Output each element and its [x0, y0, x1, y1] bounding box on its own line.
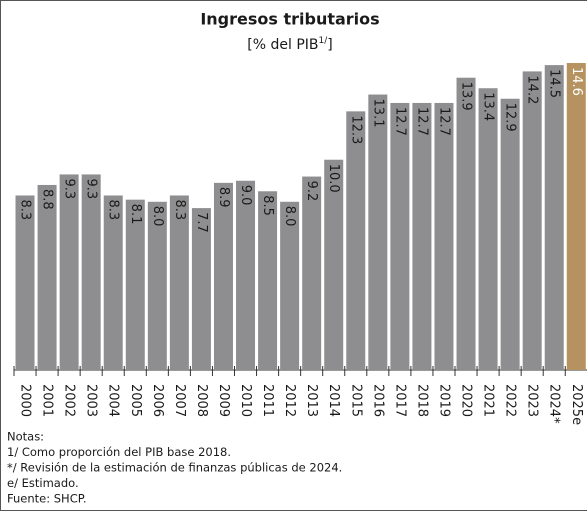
note: e/ Estimado.: [7, 476, 79, 490]
value-label: 14.2: [525, 75, 540, 104]
bar: [302, 176, 322, 370]
bar: [81, 174, 101, 370]
note: Notas:: [7, 430, 44, 444]
x-tick-label: 2015: [348, 384, 363, 417]
bar: [500, 98, 520, 370]
note: 1/ Como proporción del PIB base 2018.: [7, 445, 231, 459]
x-tick-label: 2004: [106, 384, 121, 417]
bar: [478, 88, 498, 370]
value-label: 14.6: [569, 67, 584, 96]
x-tick-label: 2008: [194, 384, 209, 417]
x-tick-label: 2001: [40, 384, 55, 417]
value-label: 8.3: [172, 199, 187, 220]
value-label: 9.0: [238, 185, 253, 206]
value-label: 8.3: [18, 199, 33, 220]
x-tick-label: 2024*: [547, 384, 562, 424]
value-label: 8.8: [40, 189, 55, 210]
bar: [434, 102, 454, 370]
value-label: 14.5: [547, 69, 562, 98]
bar: [37, 184, 57, 370]
value-label: 12.7: [392, 107, 407, 136]
x-tick-label: 2002: [62, 384, 77, 417]
bar: [147, 201, 167, 370]
value-label: 8.0: [282, 206, 297, 227]
x-tick-label: 2012: [282, 384, 297, 417]
value-label: 8.0: [150, 206, 165, 227]
value-label: 8.1: [128, 204, 143, 225]
x-tick-label: 2000: [18, 384, 33, 417]
x-tick-label: 2023: [525, 384, 540, 417]
x-tick-label: 2014: [326, 384, 341, 417]
value-label: 7.7: [194, 212, 209, 233]
value-label: 9.2: [304, 181, 319, 202]
bar: [15, 195, 35, 370]
chart-title: Ingresos tributarios: [200, 10, 379, 29]
x-tick-label: 2019: [436, 384, 451, 417]
value-label: 12.9: [503, 103, 518, 132]
bar: [566, 63, 586, 370]
value-label: 13.9: [459, 82, 474, 111]
bar: [390, 102, 410, 370]
value-label: 12.7: [436, 107, 451, 136]
note: Fuente: SHCP.: [7, 492, 87, 506]
value-label: 13.1: [370, 99, 385, 128]
bar: [169, 195, 189, 370]
value-label: 12.3: [348, 115, 363, 144]
x-tick-label: 2017: [392, 384, 407, 417]
x-tick-label: 2018: [414, 384, 429, 417]
value-label: 9.3: [62, 178, 77, 199]
bar: [522, 71, 542, 371]
bar: [544, 65, 564, 371]
bar: [213, 182, 233, 370]
value-label: 9.3: [84, 178, 99, 199]
x-tick-label: 2021: [481, 384, 496, 417]
value-label: 8.3: [106, 199, 121, 220]
bar: [191, 208, 211, 370]
x-tick-label: 2010: [238, 384, 253, 417]
x-tick-label: 2009: [216, 384, 231, 417]
x-tick-label: 2011: [260, 384, 275, 417]
x-tick-label: 2025e: [569, 384, 584, 425]
x-tick-label: 2007: [172, 384, 187, 417]
note: */ Revisión de la estimación de finanzas…: [7, 461, 342, 475]
value-label: 13.4: [481, 92, 496, 121]
subtitle-superscript: 1/: [319, 36, 329, 46]
bar: [456, 77, 476, 370]
x-tick-label: 2022: [503, 384, 518, 417]
bar: [125, 199, 145, 370]
bar: [258, 191, 278, 370]
value-label: 8.5: [260, 195, 275, 216]
bar: [324, 159, 344, 370]
x-tick-label: 2003: [84, 384, 99, 417]
bar: [236, 180, 256, 370]
bar: [412, 102, 432, 370]
bar: [59, 174, 79, 370]
x-tick-label: 2006: [150, 384, 165, 417]
chart-subtitle: [% del PIB1/]: [247, 36, 332, 54]
bar: [368, 94, 388, 370]
bar: [346, 111, 366, 371]
value-label: 12.7: [414, 107, 429, 136]
x-tick-label: 2016: [370, 384, 385, 417]
x-tick-label: 2020: [459, 384, 474, 417]
value-label: 8.9: [216, 187, 231, 208]
x-tick-label: 2013: [304, 384, 319, 417]
value-label: 10.0: [326, 164, 341, 193]
subtitle: [% del PIB: [247, 37, 318, 53]
bar: [280, 201, 300, 370]
bar: [103, 195, 123, 370]
x-tick-label: 2005: [128, 384, 143, 417]
subtitle-end: ]: [327, 37, 332, 53]
